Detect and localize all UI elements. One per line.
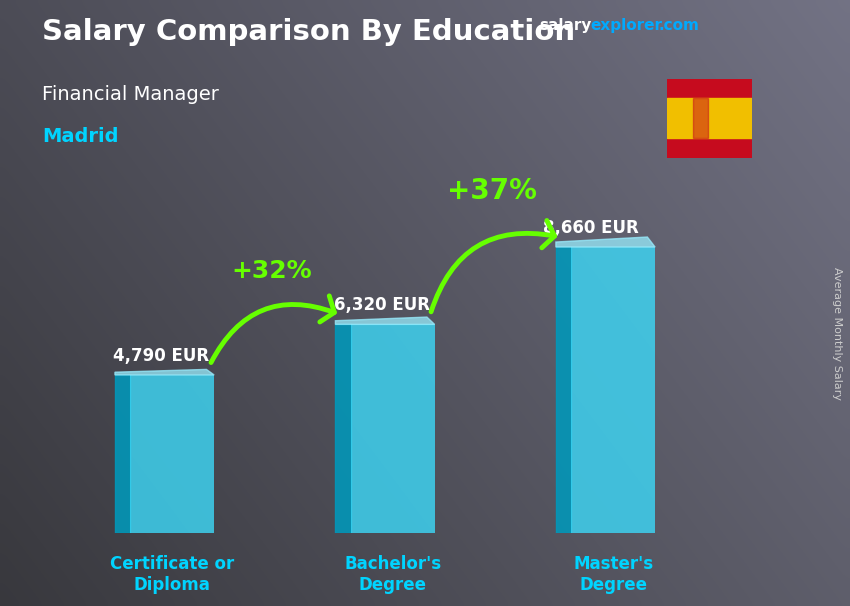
Text: .com: .com bbox=[659, 18, 700, 33]
Bar bbox=[130, 375, 214, 533]
Text: Madrid: Madrid bbox=[42, 127, 119, 146]
Polygon shape bbox=[336, 324, 351, 533]
Text: +32%: +32% bbox=[231, 259, 312, 284]
Text: explorer: explorer bbox=[591, 18, 663, 33]
Text: 8,660 EUR: 8,660 EUR bbox=[543, 219, 639, 237]
Bar bbox=[351, 324, 434, 533]
Text: Average Monthly Salary: Average Monthly Salary bbox=[832, 267, 842, 400]
Polygon shape bbox=[336, 317, 434, 324]
Polygon shape bbox=[556, 247, 571, 533]
Text: 6,320 EUR: 6,320 EUR bbox=[334, 296, 430, 315]
Bar bbox=[667, 98, 752, 138]
Text: salary: salary bbox=[540, 18, 592, 33]
Polygon shape bbox=[115, 370, 214, 375]
Bar bbox=[571, 247, 655, 533]
Text: +37%: +37% bbox=[447, 177, 537, 205]
Polygon shape bbox=[115, 375, 130, 533]
Text: Financial Manager: Financial Manager bbox=[42, 85, 219, 104]
Text: Salary Comparison By Education: Salary Comparison By Education bbox=[42, 18, 575, 46]
Bar bbox=[693, 98, 708, 138]
Polygon shape bbox=[556, 237, 655, 247]
Text: 4,790 EUR: 4,790 EUR bbox=[113, 347, 209, 365]
